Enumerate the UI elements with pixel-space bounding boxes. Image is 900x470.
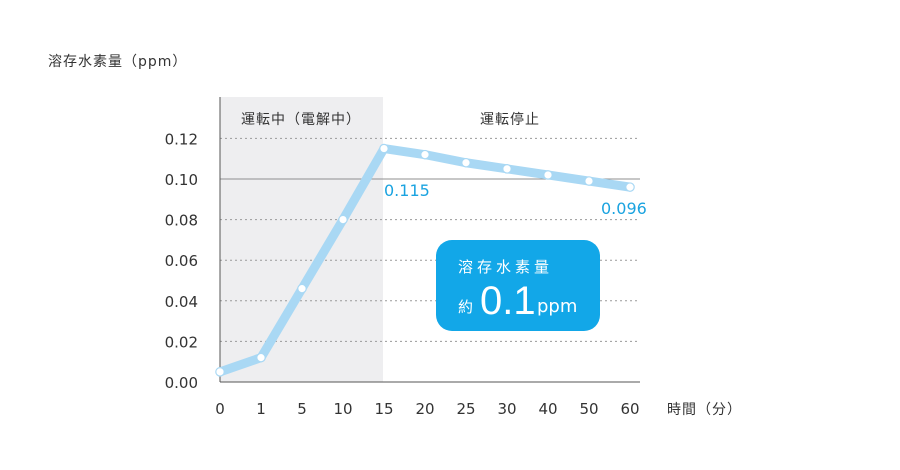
data-point-30 [502, 164, 512, 174]
data-point-25 [461, 157, 471, 168]
callout-value: 0.1 [480, 279, 536, 323]
data-point-10 [338, 214, 348, 225]
annotation-end: 0.096 [601, 199, 647, 218]
x-tick-label: 5 [297, 400, 307, 418]
running-region-shade [220, 97, 383, 382]
x-axis-label: 時間（分） [667, 402, 742, 418]
x-tick-label: 40 [538, 400, 557, 418]
y-tick-label: 0.12 [165, 130, 198, 148]
data-point-50 [584, 176, 594, 186]
x-tick-label: 30 [497, 400, 516, 418]
callout-box: 溶存水素量 約 0.1 ppm [436, 240, 600, 331]
callout-background [436, 240, 600, 331]
y-tick-label: 0.10 [165, 171, 198, 189]
data-point-0 [215, 367, 225, 377]
y-tick-label: 0.02 [165, 333, 198, 351]
x-tick-label: 10 [333, 400, 352, 418]
data-point-40 [543, 170, 553, 180]
data-points [215, 143, 635, 377]
callout-prefix: 約 [458, 298, 473, 316]
y-tick-labels: 0.00 0.02 0.04 0.06 0.08 0.10 0.12 [165, 130, 198, 392]
data-point-15 [379, 143, 389, 154]
annotation-peak: 0.115 [384, 181, 430, 200]
x-tick-label: 0 [215, 400, 225, 418]
x-tick-label: 50 [579, 400, 598, 418]
x-tick-label: 25 [456, 400, 475, 418]
x-tick-label: 15 [374, 400, 393, 418]
y-axis-label: 溶存水素量（ppm） [48, 54, 187, 70]
data-point-5 [297, 283, 307, 294]
data-point-60 [625, 182, 635, 192]
callout-unit: ppm [537, 296, 577, 317]
x-tick-label: 60 [620, 400, 639, 418]
data-point-20 [420, 149, 430, 160]
y-tick-label: 0.06 [165, 252, 198, 270]
y-tick-label: 0.00 [165, 374, 198, 392]
y-tick-label: 0.04 [165, 293, 198, 311]
y-tick-label: 0.08 [165, 212, 198, 230]
callout-title: 溶存水素量 [458, 258, 553, 276]
region-label-running: 運転中（電解中） [241, 112, 361, 128]
x-tick-label: 1 [256, 400, 266, 418]
region-label-stopped: 運転停止 [480, 111, 540, 128]
x-tick-label: 20 [415, 400, 434, 418]
x-tick-labels: 0 1 5 10 15 20 25 30 40 50 60 [215, 400, 639, 418]
data-point-1 [256, 352, 266, 363]
